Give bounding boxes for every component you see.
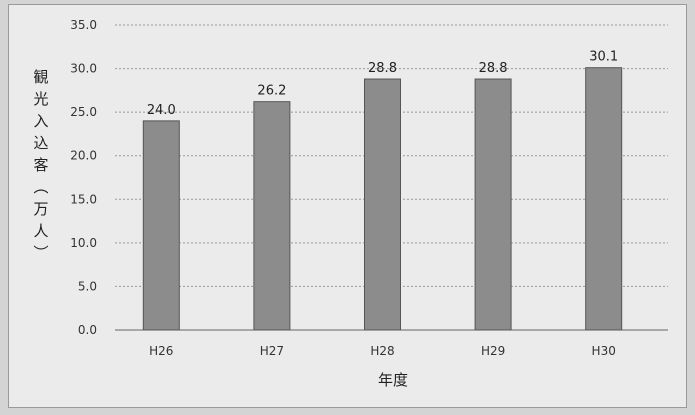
y-tick-label: 35.0 xyxy=(70,18,97,32)
y-tick-label: 10.0 xyxy=(70,236,97,250)
data-label-H26: 24.0 xyxy=(147,103,176,118)
y-tick-label: 30.0 xyxy=(70,62,97,76)
x-tick-label-H28: H28 xyxy=(370,344,394,358)
x-tick-label-H26: H26 xyxy=(149,344,173,358)
data-label-H27: 26.2 xyxy=(257,84,286,99)
bar-H28 xyxy=(364,78,401,331)
data-label-H30: 30.1 xyxy=(589,50,618,65)
bar-H27 xyxy=(253,101,291,331)
data-label-H28: 28.8 xyxy=(368,61,397,76)
bar-H30 xyxy=(585,67,623,331)
bars xyxy=(142,67,623,331)
tick-labels: 0.0 5.0 10.0 15.0 20.0 25.0 30.0 35.0 H26 H27 H28 H… xyxy=(70,18,616,358)
data-labels: 24.0 26.2 28.8 28.8 30.1 xyxy=(147,50,618,118)
data-label-H29: 28.8 xyxy=(479,61,508,76)
y-tick-label: 5.0 xyxy=(78,279,97,293)
y-axis-title: 観光入込客︵万人︶ xyxy=(33,68,48,262)
y-tick-label: 25.0 xyxy=(70,105,97,119)
bar-H29 xyxy=(474,78,512,331)
x-tick-label-H29: H29 xyxy=(481,344,505,358)
y-tick-label: 0.0 xyxy=(78,323,97,337)
chart-frame xyxy=(8,4,687,408)
y-tick-label: 15.0 xyxy=(70,192,97,206)
bar-H26 xyxy=(142,120,180,331)
x-tick-label-H27: H27 xyxy=(260,344,284,358)
x-tick-label-H30: H30 xyxy=(592,344,616,358)
x-axis-title: 年度 xyxy=(378,371,408,389)
y-tick-label: 20.0 xyxy=(70,149,97,163)
